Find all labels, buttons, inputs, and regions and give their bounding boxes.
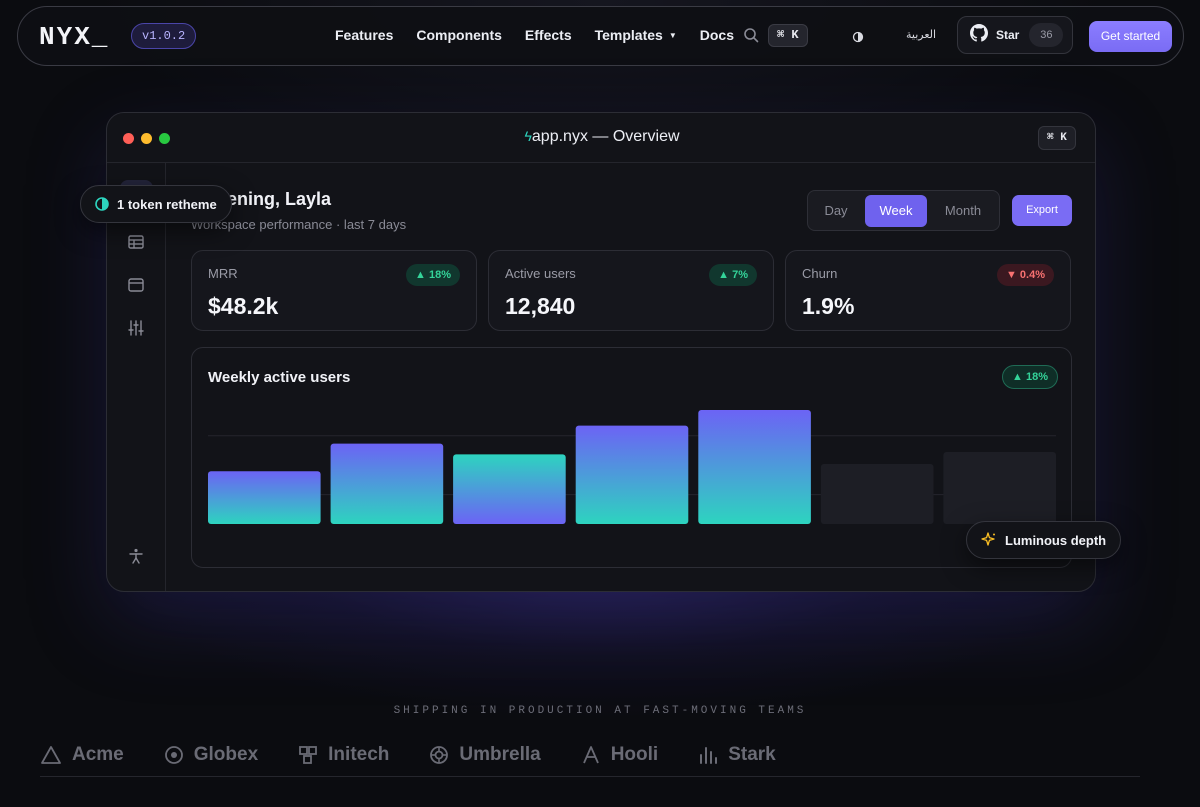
brand-name: Umbrella xyxy=(459,744,541,765)
app-window: ϟapp.nyx — Overview ⌘ K d evening, Layla… xyxy=(106,112,1096,592)
window-icon[interactable] xyxy=(127,276,145,299)
brand-name: Hooli xyxy=(610,744,659,765)
kpi-value: 12,840 xyxy=(505,293,576,319)
github-icon xyxy=(970,23,988,47)
caret-down-icon: ▼ xyxy=(668,30,677,40)
kpi-value: 1.9% xyxy=(802,293,855,319)
github-star-label: Star xyxy=(996,28,1020,42)
triangle-icon xyxy=(41,746,61,764)
aperture-icon xyxy=(430,746,449,764)
letter-a-icon xyxy=(582,746,599,764)
brand-name: Stark xyxy=(728,744,776,765)
kpi-card-churn: Churn ▼ 0.4% 1.9% xyxy=(785,250,1071,331)
nav-link-docs[interactable]: Docs xyxy=(699,27,734,43)
kpi-delta-badge: ▲ 18% xyxy=(406,264,460,286)
minimize-window-dot[interactable] xyxy=(141,133,152,144)
table-icon[interactable] xyxy=(127,233,145,256)
bars-icon xyxy=(700,747,718,764)
range-week-button[interactable]: Week xyxy=(865,195,927,227)
kpi-delta-badge: ▲ 7% xyxy=(709,264,757,286)
nav-link-effects[interactable]: Effects xyxy=(524,27,572,43)
kpi-card-active-users: Active users ▲ 7% 12,840 xyxy=(488,250,774,331)
bolt-icon: ϟ xyxy=(524,128,532,144)
retheme-label: 1 token retheme xyxy=(117,196,217,212)
window-title: ϟapp.nyx — Overview xyxy=(107,128,1095,146)
logo[interactable]: NYX_ xyxy=(39,22,110,52)
search-shortcut[interactable]: ⌘ K xyxy=(768,24,808,47)
kpi-label: Churn xyxy=(802,266,838,281)
kpi-label: MRR xyxy=(208,266,238,281)
brand-acme: Acme xyxy=(40,744,124,766)
brand-globex: Globex xyxy=(164,744,258,766)
window-title-text: app.nyx — Overview xyxy=(531,128,680,145)
nav-link-features[interactable]: Features xyxy=(335,27,394,43)
brand-stark: Stark xyxy=(698,744,776,766)
nav-link-templates[interactable]: Templates ▼ xyxy=(595,27,677,43)
brand-umbrella: Umbrella xyxy=(429,744,541,766)
nav-link-templates-label: Templates xyxy=(594,27,663,43)
target-icon xyxy=(164,746,183,764)
search-icon[interactable] xyxy=(743,27,759,48)
brand-name: Globex xyxy=(193,744,259,765)
brand-hooli: Hooli xyxy=(581,744,659,766)
nav-link-components[interactable]: Components xyxy=(416,27,502,43)
kpi-card-mrr: MRR ▲ 18% $48.2k xyxy=(191,250,477,331)
weekly-active-users-chart: Weekly active users ▲ 18% xyxy=(191,347,1072,568)
chart-bar-2[interactable] xyxy=(453,454,566,524)
close-window-dot[interactable] xyxy=(123,133,134,144)
top-nav: NYX_ v1.0.2 Features Components Effects … xyxy=(17,6,1184,66)
maximize-window-dot[interactable] xyxy=(159,133,170,144)
chart-bar-5[interactable] xyxy=(820,464,934,524)
kpi-delta-badge: ▼ 0.4% xyxy=(996,264,1054,286)
customer-logos: Acme Globex Initech Umbrella Hooli Stark xyxy=(40,744,816,766)
export-button[interactable]: Export xyxy=(1012,195,1072,226)
logos-divider xyxy=(40,776,1140,777)
github-star-button[interactable]: Star 36 xyxy=(957,16,1073,54)
brand-name: Initech xyxy=(328,744,390,765)
brand-initech: Initech xyxy=(298,744,389,766)
chart-bar-1[interactable] xyxy=(330,443,444,524)
chart-delta-value: 18% xyxy=(1025,371,1048,383)
language-switch[interactable]: العربية xyxy=(906,29,937,41)
kpi-value: $48.2k xyxy=(208,293,279,319)
command-shortcut[interactable]: ⌘ K xyxy=(1038,126,1076,150)
accessibility-icon[interactable] xyxy=(127,547,145,570)
theme-toggle-icon[interactable] xyxy=(852,30,864,48)
range-switcher: Day Week Month xyxy=(807,190,1000,231)
chart-bar-3[interactable] xyxy=(575,425,689,524)
chart-delta-badge: ▲ 18% xyxy=(1002,365,1058,389)
chart-bar-4[interactable] xyxy=(698,410,811,524)
sparkle-icon xyxy=(981,532,997,548)
version-badge: v1.0.2 xyxy=(131,23,197,49)
shipping-tagline: SHIPPING IN PRODUCTION AT FAST-MOVING TE… xyxy=(393,705,807,717)
chart-bar-0[interactable] xyxy=(208,471,321,524)
brand-name: Acme xyxy=(72,744,124,765)
kpi-label: Active users xyxy=(505,266,576,281)
get-started-button[interactable]: Get started xyxy=(1089,21,1172,52)
luminous-depth-pill: Luminous depth xyxy=(966,521,1122,559)
window-titlebar: ϟapp.nyx — Overview ⌘ K xyxy=(107,113,1095,163)
retheme-pill: 1 token retheme xyxy=(80,185,232,223)
chart-bar-6[interactable] xyxy=(943,452,1056,524)
chart-title: Weekly active users xyxy=(208,369,351,386)
kpi-delta-value: 7% xyxy=(732,269,748,281)
greeting-subtitle: Workspace performance · last 7 days xyxy=(191,217,407,232)
app-sidebar xyxy=(107,163,166,591)
range-day-button[interactable]: Day xyxy=(824,203,848,218)
sliders-icon[interactable] xyxy=(127,319,145,342)
blocks-icon xyxy=(299,746,318,764)
luminous-depth-label: Luminous depth xyxy=(1005,532,1107,548)
contrast-icon xyxy=(95,197,109,211)
kpi-delta-value: 18% xyxy=(428,269,451,281)
kpi-delta-value: 0.4% xyxy=(1019,269,1045,281)
bar-chart xyxy=(208,410,1056,524)
nav-links: Features Components Effects Templates ▼ D… xyxy=(335,27,757,43)
range-month-button[interactable]: Month xyxy=(944,203,982,218)
github-star-count: 36 xyxy=(1029,23,1064,47)
